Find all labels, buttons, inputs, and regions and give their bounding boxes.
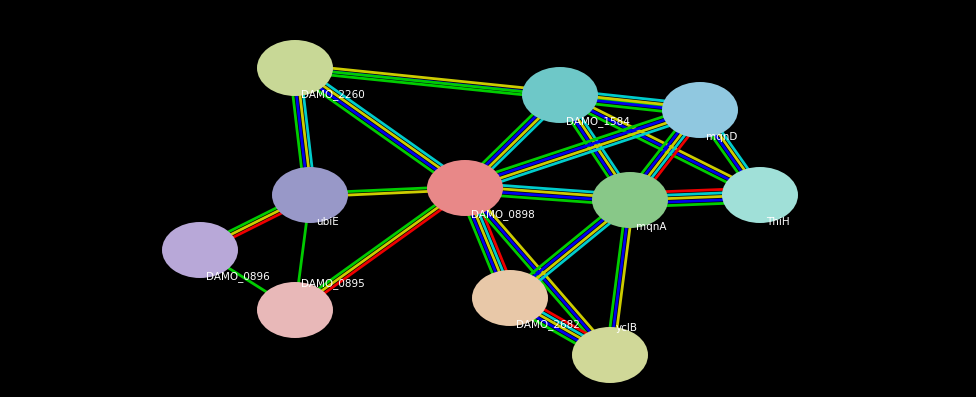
Ellipse shape [472,270,548,326]
Text: DAMO_2260: DAMO_2260 [301,89,365,100]
Ellipse shape [522,67,598,123]
Text: DAMO_0895: DAMO_0895 [301,278,365,289]
Text: mqnD: mqnD [706,132,738,142]
Text: DAMO_0896: DAMO_0896 [206,271,269,282]
Ellipse shape [257,282,333,338]
Text: DAMO_2682: DAMO_2682 [516,319,580,330]
Ellipse shape [162,222,238,278]
Ellipse shape [662,82,738,138]
Text: yclB: yclB [616,323,638,333]
Ellipse shape [272,167,348,223]
Text: ubiE: ubiE [316,217,339,227]
Text: ThiH: ThiH [766,217,790,227]
Ellipse shape [427,160,503,216]
Text: mqnA: mqnA [636,222,667,232]
Ellipse shape [592,172,668,228]
Text: DAMO_0898: DAMO_0898 [471,209,535,220]
Text: DAMO_1584: DAMO_1584 [566,116,630,127]
Ellipse shape [722,167,798,223]
Ellipse shape [572,327,648,383]
Ellipse shape [257,40,333,96]
